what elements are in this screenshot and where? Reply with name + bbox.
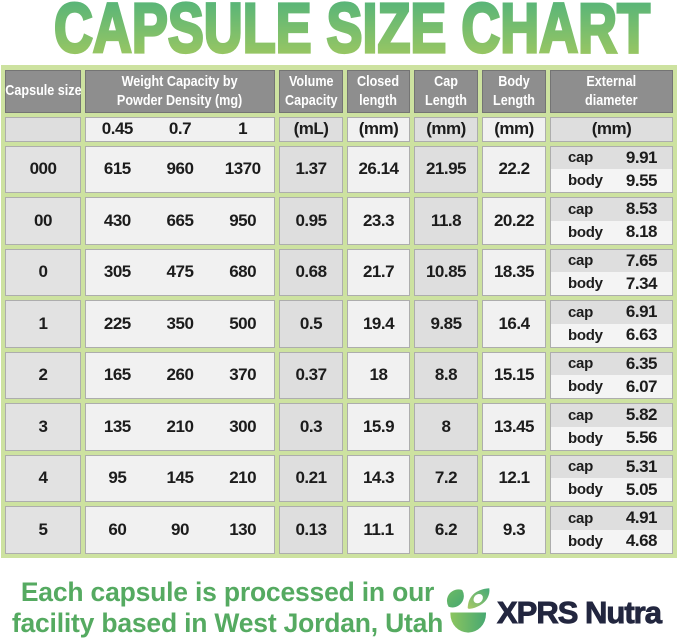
svg-text:CAPSULE SIZE CHART: CAPSULE SIZE CHART <box>54 0 650 60</box>
